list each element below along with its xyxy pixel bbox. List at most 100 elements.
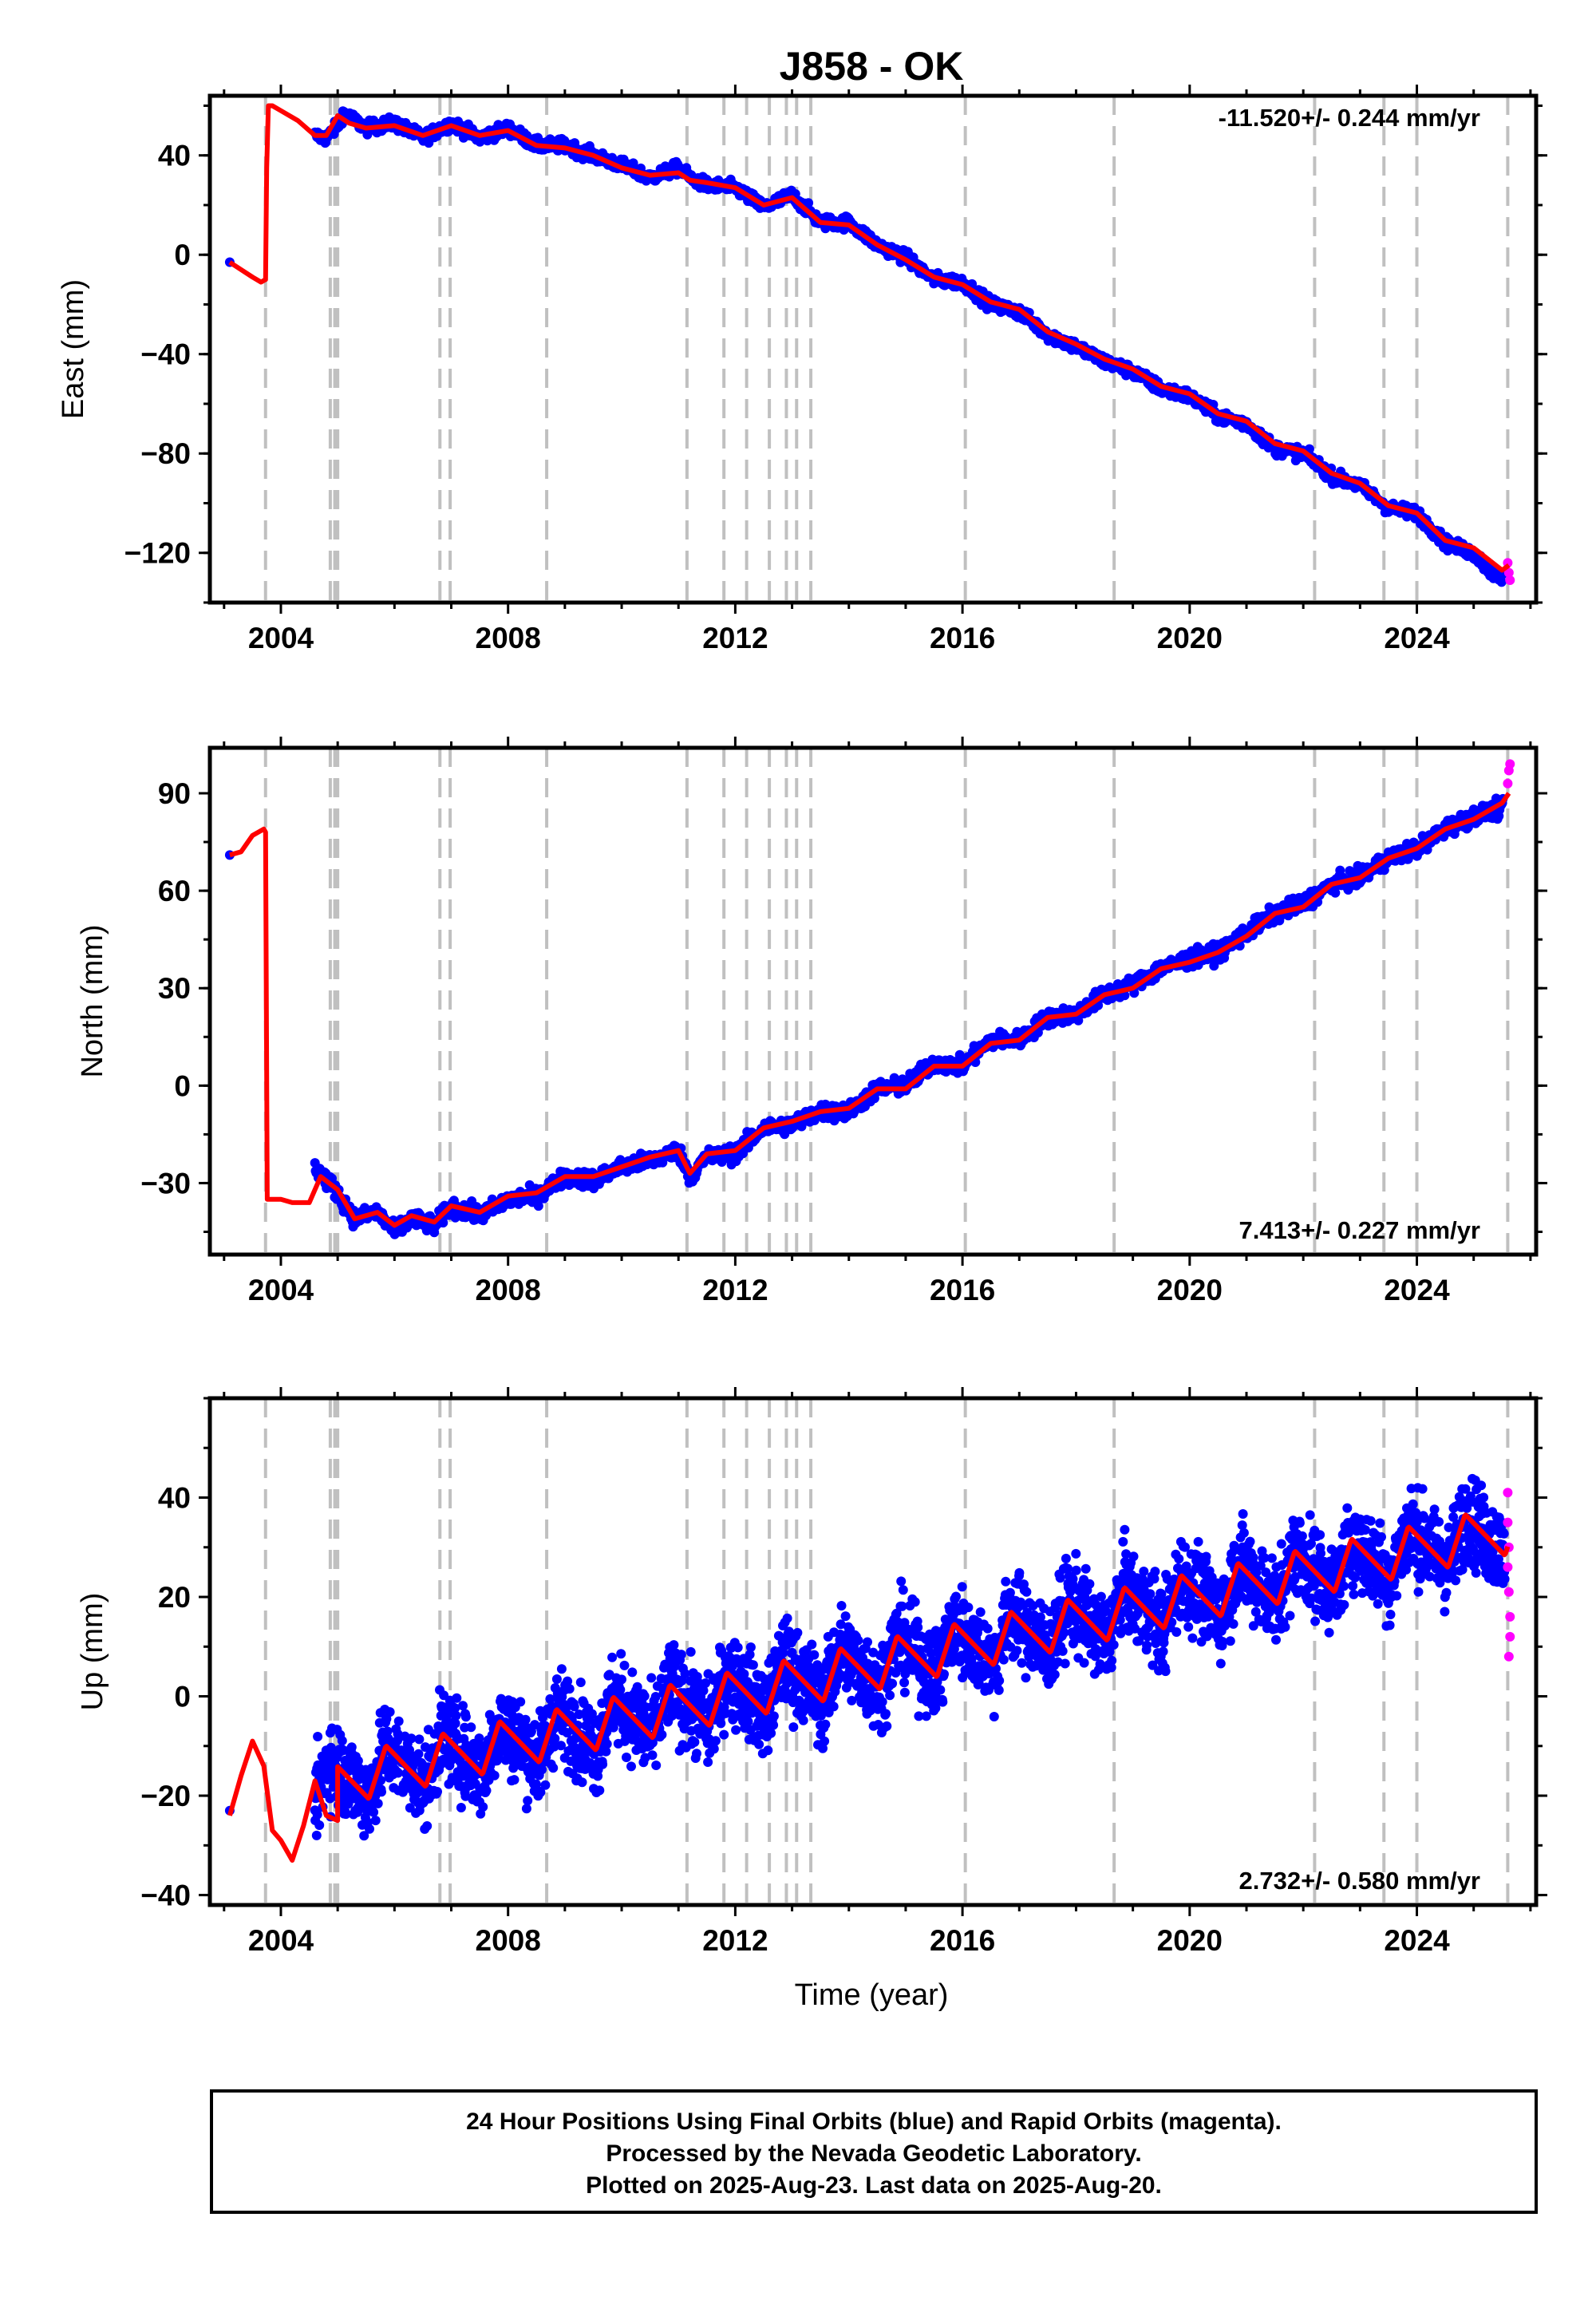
data-point xyxy=(545,1694,555,1704)
data-point xyxy=(651,1761,662,1770)
y-tick-label: 90 xyxy=(158,777,191,810)
x-tick-label: 2016 xyxy=(930,622,995,654)
x-tick-label: 2020 xyxy=(1157,622,1223,654)
data-point xyxy=(353,1756,363,1766)
rapid-orbit-points xyxy=(1503,558,1515,585)
data-point xyxy=(489,1770,500,1780)
data-point xyxy=(650,1692,661,1701)
data-point xyxy=(450,1703,460,1713)
data-point xyxy=(452,1693,462,1703)
y-tick-label: 30 xyxy=(158,972,191,1005)
data-point xyxy=(456,1803,466,1812)
data-point xyxy=(569,1701,579,1712)
data-point xyxy=(521,1804,531,1814)
data-point xyxy=(359,1831,369,1841)
data-point xyxy=(413,1749,424,1759)
data-point xyxy=(481,1785,492,1796)
data-point xyxy=(460,1712,471,1722)
data-point xyxy=(405,1750,416,1761)
data-point xyxy=(646,1673,657,1683)
data-point xyxy=(673,1697,683,1707)
data-point xyxy=(313,1732,323,1741)
data-point xyxy=(382,1726,393,1737)
rapid-orbit-point xyxy=(1503,567,1514,578)
data-point xyxy=(422,1821,433,1831)
data-point xyxy=(393,1768,403,1778)
data-point xyxy=(550,1733,560,1744)
x-tick-label: 2008 xyxy=(476,622,541,654)
velocity-rate-label: 7.413+/- 0.227 mm/yr xyxy=(1239,1216,1480,1244)
velocity-rate-label: -11.520+/- 0.244 mm/yr xyxy=(1219,104,1480,132)
north-panel: 2004 2008 2012 2016 2020 20249060300−30North … xyxy=(76,737,1547,1306)
data-point xyxy=(311,1830,322,1840)
x-tick-label: 2012 xyxy=(702,622,768,654)
data-point xyxy=(337,1736,347,1746)
x-tick-label: 2020 xyxy=(1157,1274,1223,1306)
data-point xyxy=(680,1669,690,1679)
data-point xyxy=(657,1729,667,1740)
plot-frame xyxy=(207,745,1539,1257)
plot-area xyxy=(224,1398,1515,1905)
data-point xyxy=(556,1741,566,1751)
rapid-orbit-points xyxy=(1503,759,1515,788)
data-point xyxy=(406,1733,417,1744)
y-tick-label: −30 xyxy=(140,1167,191,1199)
data-point xyxy=(701,1678,711,1688)
data-point xyxy=(689,1737,700,1747)
y-tick-label: 40 xyxy=(158,140,191,172)
data-point xyxy=(563,1676,573,1686)
data-point xyxy=(632,1682,642,1692)
data-point xyxy=(719,1729,729,1740)
data-point xyxy=(1330,887,1341,898)
data-point xyxy=(414,1734,425,1745)
x-tick-label: 2024 xyxy=(1384,622,1450,654)
data-point xyxy=(341,1809,351,1820)
data-point xyxy=(312,1809,322,1820)
x-tick-label: 2024 xyxy=(1384,1274,1450,1306)
data-point xyxy=(377,1787,386,1797)
rapid-orbit-point xyxy=(1505,575,1515,585)
data-point xyxy=(626,1761,636,1772)
plot-frame xyxy=(207,93,1539,605)
data-point xyxy=(373,1798,383,1808)
data-point xyxy=(370,1816,381,1826)
data-point xyxy=(551,1674,562,1684)
data-point xyxy=(710,1736,721,1746)
data-point xyxy=(458,1701,468,1711)
data-point xyxy=(451,1710,461,1721)
model-fit-line xyxy=(228,103,1511,573)
east-panel: 2004 2008 2012 2016 2020 2024400−40−80−120Eas… xyxy=(57,85,1547,654)
data-point xyxy=(627,1667,638,1678)
model-fit-line xyxy=(229,792,1511,1228)
data-point xyxy=(615,1685,626,1695)
x-tick-label: 2016 xyxy=(930,1274,995,1306)
rapid-orbit-point xyxy=(1505,759,1515,769)
data-point xyxy=(698,1686,709,1696)
data-point xyxy=(535,1787,546,1797)
data-point xyxy=(556,1664,567,1674)
data-point xyxy=(607,1652,618,1662)
data-point xyxy=(639,1691,650,1701)
data-point xyxy=(709,1744,719,1754)
data-point xyxy=(516,1697,526,1707)
data-point xyxy=(1209,961,1219,971)
data-point xyxy=(376,1775,386,1785)
data-point xyxy=(540,1780,551,1790)
data-point xyxy=(716,1718,726,1729)
plot-area xyxy=(224,96,1515,603)
y-tick-label: 60 xyxy=(158,875,191,907)
data-point xyxy=(365,1824,374,1834)
data-point xyxy=(703,1757,713,1767)
y-tick-label: −40 xyxy=(140,338,191,371)
x-tick-label: 2004 xyxy=(248,622,314,654)
x-tick-label: 2004 xyxy=(248,1274,314,1306)
data-point xyxy=(443,1709,453,1719)
data-point xyxy=(393,1716,404,1726)
data-point xyxy=(619,1660,630,1670)
data-point xyxy=(601,1746,611,1757)
data-point xyxy=(346,1742,357,1753)
plot-area xyxy=(224,748,1515,1255)
data-point xyxy=(314,1820,325,1830)
